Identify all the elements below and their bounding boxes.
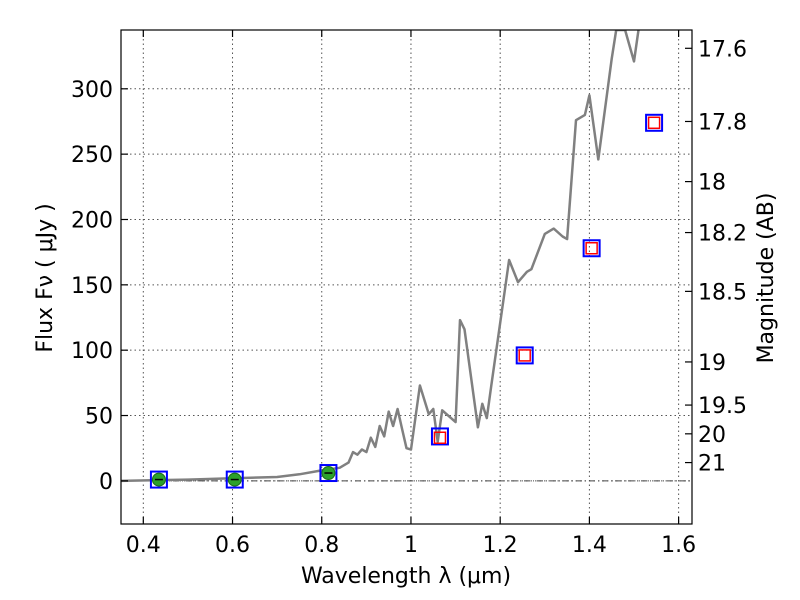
y-tick-label: 50 [85,405,113,430]
observed-square-marker [430,427,449,446]
right-tick-label: 18.2 [698,222,747,247]
y-tick-label: 300 [71,78,113,103]
right-tick-label: 19 [698,351,726,376]
observed-square-marker [225,470,244,489]
y-axis-label: Flux Fν ( μJy ) [33,203,58,352]
observed-square-marker [645,113,664,132]
x-tick-label: 1.6 [661,533,696,558]
x-tick-label: 0.6 [215,533,250,558]
tick-layer: 0.4 0.6 0.8 1 1.2 1.4 1.6 0 50 100 150 200 250 300 17.… [71,30,747,558]
y-tick-label: 0 [99,470,113,495]
observed-square-marker [515,346,534,365]
observed-square-marker [319,464,338,483]
model-square-marker [585,241,598,255]
right-tick-label: 20 [698,423,726,448]
y-tick-label: 200 [71,208,113,233]
model-square-marker [433,431,447,444]
y-tick-label: 150 [71,274,113,299]
x-axis-label: Wavelength λ (μm) [301,564,511,589]
right-tick-label: 18 [698,171,726,196]
right-tick-label: 21 [698,452,726,477]
spectrum-layer [121,30,640,483]
model-square-marker [518,349,531,362]
observed-square-marker [149,470,168,489]
observed-square-marker [582,239,601,258]
y-tick-label: 100 [71,339,113,364]
x-tick-label: 0.4 [126,533,161,558]
marker-layer [149,113,664,489]
x-tick-label: 1.2 [483,533,518,558]
x-tick-label: 1.4 [572,533,607,558]
model-square-marker [647,116,661,130]
right-axis-label: Magnitude (AB) [754,193,779,364]
x-tick-label: 1 [404,533,418,558]
y-tick-label: 250 [71,143,113,168]
spectrum-line [121,30,640,483]
plot-frame [120,29,693,525]
right-tick-label: 17.8 [698,110,747,135]
right-tick-label: 19.5 [698,394,747,419]
right-tick-label: 18.5 [698,280,747,305]
x-tick-label: 0.8 [304,533,339,558]
right-tick-label: 17.6 [698,37,747,62]
